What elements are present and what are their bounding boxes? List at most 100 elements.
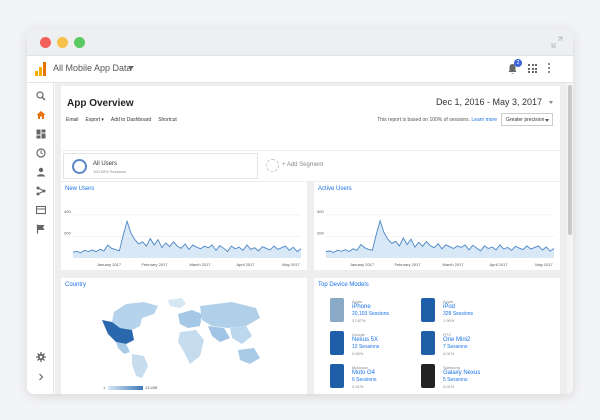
map-region-south-america[interactable] — [132, 354, 148, 378]
learn-more-link[interactable]: Learn more — [471, 117, 497, 123]
series-line[interactable] — [325, 219, 555, 253]
segment-bar: All Users 100.00% Sessions + Add Segment — [61, 151, 560, 181]
add-segment-button[interactable]: + Add Segment — [282, 162, 324, 168]
person-icon[interactable] — [36, 167, 46, 177]
x-tick-label: March 2017 — [189, 262, 211, 267]
device-sessions: 12 Sessions — [352, 344, 380, 350]
chevron-down-icon — [545, 119, 549, 122]
behavior-icon[interactable] — [36, 205, 46, 215]
device-item[interactable]: Google Nexus 5X 12 Sessions 0.58% — [330, 331, 415, 361]
x-tick-label: May 2017 — [535, 262, 553, 267]
map-region-greenland[interactable] — [168, 298, 186, 308]
map-region-india[interactable] — [208, 326, 230, 342]
email-button[interactable]: Email — [66, 117, 79, 123]
phone-icon — [330, 298, 344, 322]
series-line[interactable] — [72, 219, 302, 254]
x-tick-label: January 2017 — [350, 262, 375, 267]
precision-select[interactable]: Greater precision — [501, 113, 553, 126]
scrollbar[interactable] — [567, 83, 573, 394]
shortcut-button[interactable]: Shortcut — [158, 117, 177, 123]
new-users-title: New Users — [65, 186, 95, 192]
device-item[interactable]: Motorola Moto G4 6 Sessions 0.01% — [330, 364, 415, 394]
device-sessions: 6 Sessions — [352, 377, 377, 383]
device-model: One Mini2 — [443, 337, 471, 343]
new-users-card: New Users 400 200 January 2017 February 201… — [61, 182, 307, 270]
left-nav — [27, 83, 54, 394]
x-tick-label: February 2017 — [394, 262, 421, 267]
device-brand: Google — [352, 332, 365, 337]
x-tick-label: March 2017 — [442, 262, 464, 267]
flag-icon[interactable] — [36, 224, 46, 234]
device-percentage: 0.01% — [443, 351, 455, 356]
new-users-chart: 400 200 January 2017 February 2017 March 201… — [64, 209, 302, 267]
close-window-button[interactable] — [40, 37, 51, 48]
map-legend-min: 1 — [103, 385, 106, 390]
chevron-right-icon[interactable] — [36, 372, 46, 382]
segment-ring-icon — [72, 159, 87, 174]
analytics-logo-icon — [35, 62, 47, 76]
country-card: Country 1 13,498 — [61, 278, 307, 394]
page-title: App Overview — [67, 98, 134, 109]
dashboard-icon[interactable] — [36, 129, 46, 139]
device-item[interactable]: HTC One Mini2 7 Sessions 0.01% — [421, 331, 506, 361]
device-models-card: Top Device Models Apple iPhone 20,103 Se… — [314, 278, 560, 394]
map-legend-max: 13,498 — [145, 385, 158, 390]
date-range-picker[interactable]: Dec 1, 2016 - May 3, 2017 — [435, 97, 542, 107]
world-map[interactable] — [96, 292, 266, 382]
segment-all-users[interactable]: All Users 100.00% Sessions — [63, 153, 258, 179]
segment-name: All Users — [93, 161, 118, 167]
acquisition-icon[interactable] — [36, 186, 46, 196]
device-sessions: 5 Sessions — [443, 377, 468, 383]
device-percentage: 37.87% — [352, 318, 366, 323]
device-model: iPhone — [352, 304, 371, 310]
expand-icon[interactable] — [551, 36, 563, 48]
clock-icon[interactable] — [36, 148, 46, 158]
home-icon[interactable] — [36, 110, 46, 120]
device-item[interactable]: Apple iPhone 20,103 Sessions 37.87% — [330, 298, 415, 328]
y-tick-label: 200 — [317, 230, 324, 235]
chevron-down-icon[interactable] — [549, 101, 553, 104]
devices-title: Top Device Models — [318, 282, 369, 288]
maximize-window-button[interactable] — [74, 37, 85, 48]
device-brand: Apple — [352, 299, 363, 304]
device-item[interactable]: Samsung Galaxy Nexus 5 Sessions 0.01% — [421, 364, 506, 394]
area-fill — [326, 220, 554, 258]
scrollbar-thumb[interactable] — [568, 85, 572, 235]
x-tick-label: May 2017 — [282, 262, 300, 267]
device-brand: Samsung — [443, 365, 460, 370]
map-region-china[interactable] — [230, 326, 252, 344]
map-region-canada[interactable] — [112, 302, 158, 330]
gear-icon[interactable] — [36, 352, 46, 362]
chevron-down-icon[interactable] — [128, 66, 134, 70]
export-button[interactable]: Export ▾ — [85, 117, 104, 123]
device-brand: Motorola — [352, 365, 368, 370]
area-fill — [73, 221, 301, 258]
device-model: Moto G4 — [352, 370, 376, 376]
map-region-europe[interactable] — [178, 310, 202, 328]
map-region-usa[interactable] — [102, 320, 134, 344]
map-region-australia[interactable] — [238, 348, 260, 364]
bell-icon[interactable] — [506, 62, 519, 75]
map-region-russia-asia[interactable] — [200, 302, 260, 328]
app-window: All Mobile App Data 2 — [27, 29, 573, 394]
report-header: App Overview Dec 1, 2016 - May 3, 2017 E… — [61, 86, 560, 150]
map-region-africa[interactable] — [178, 330, 204, 364]
add-segment-icon[interactable] — [266, 159, 279, 172]
device-item[interactable]: Apple iPod 328 Sessions 1.90% — [421, 298, 506, 328]
device-sessions: 20,103 Sessions — [352, 311, 389, 317]
report-content: App Overview Dec 1, 2016 - May 3, 2017 E… — [55, 83, 573, 394]
x-tick-label: February 2017 — [141, 262, 168, 267]
apps-grid-icon[interactable] — [528, 64, 537, 73]
x-tick-label: January 2017 — [97, 262, 122, 267]
more-options-icon[interactable] — [548, 63, 551, 74]
search-icon[interactable] — [36, 91, 46, 101]
y-tick-label: 400 — [64, 209, 71, 214]
device-model: iPod — [443, 304, 456, 310]
add-to-dashboard-button[interactable]: Add to Dashboard — [110, 117, 152, 123]
map-region-mexico[interactable] — [116, 342, 130, 354]
report-toolbar: Email Export ▾ Add to Dashboard Shortcut — [66, 117, 177, 123]
device-sessions: 7 Sessions — [443, 344, 468, 350]
account-selector[interactable]: All Mobile App Data — [53, 63, 132, 73]
minimize-window-button[interactable] — [57, 37, 68, 48]
window-titlebar — [27, 29, 573, 56]
